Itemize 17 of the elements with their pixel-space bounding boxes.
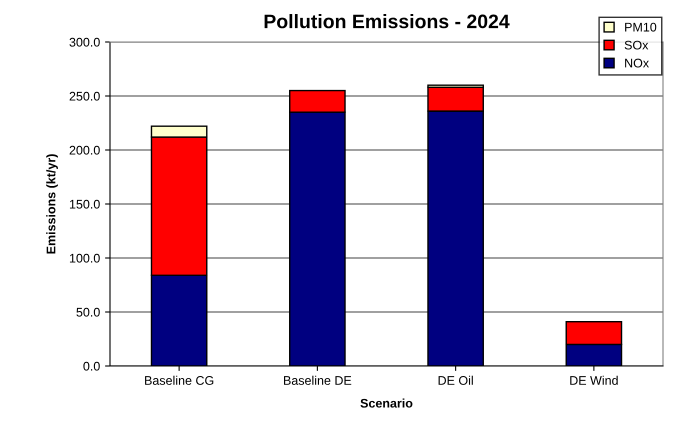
legend-label: PM10: [625, 22, 656, 32]
x-axis-title: Scenario: [360, 398, 412, 408]
y-tick-label: 150.0: [70, 200, 100, 209]
chart-title: Pollution Emissions - 2024: [264, 14, 510, 28]
y-tick-label: 100.0: [70, 254, 100, 263]
y-tick-label: 300.0: [69, 38, 100, 47]
y-tick-label: 0.0: [83, 362, 100, 371]
legend-label: NOx: [625, 58, 649, 68]
y-tick-label: 50.0: [76, 308, 100, 317]
x-tick-label: DE Wind: [570, 376, 618, 385]
y-axis-title: Emissions (kt/yr): [46, 154, 58, 254]
legend-label: SOx: [624, 40, 648, 50]
y-tick-label: 200.0: [70, 146, 100, 155]
x-tick-label: Baseline CG: [145, 376, 214, 385]
y-tick-label: 250.0: [70, 92, 100, 101]
x-tick-label: DE Oil: [438, 376, 473, 385]
x-tick-label: Baseline DE: [284, 376, 352, 385]
